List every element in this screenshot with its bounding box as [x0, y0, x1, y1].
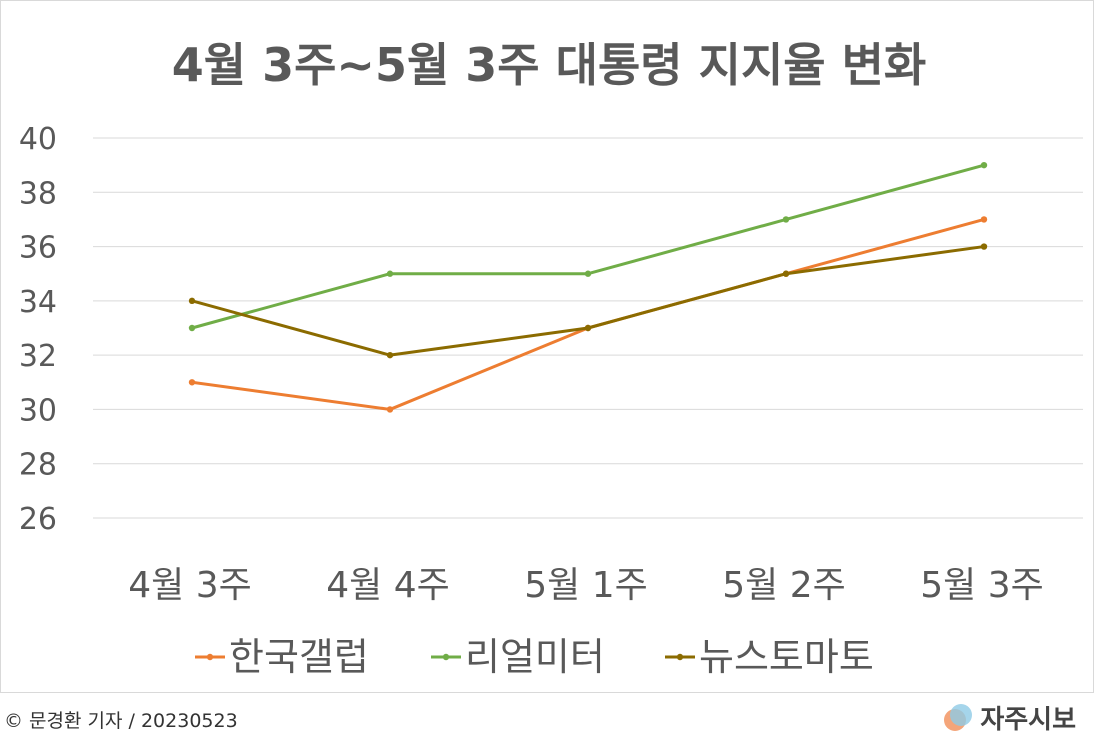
y-tick-label: 28: [19, 448, 57, 483]
legend-marker: [442, 653, 450, 661]
data-point: [980, 243, 988, 250]
x-tick-label: 4월 4주: [326, 565, 450, 606]
legend-marker: [206, 653, 214, 661]
y-tick-label: 30: [19, 393, 57, 428]
credit-text: © 문경환 기자 / 20230523: [4, 710, 238, 732]
legend-label: 뉴스토마토: [699, 635, 874, 679]
logo-text: 자주시보: [980, 704, 1076, 735]
data-point: [782, 270, 790, 277]
series-line: [191, 217, 985, 411]
y-tick-label: 38: [19, 176, 57, 211]
line-chart: 4월 3주~5월 3주 대통령 지지율 변화 2628303234363840 …: [19, 38, 1083, 679]
data-point: [188, 379, 196, 386]
brand-logo: 자주시보: [942, 700, 1076, 735]
gridlines: [93, 137, 1083, 519]
data-point: [980, 161, 988, 169]
legend-label: 리얼미터: [465, 635, 605, 679]
x-tick-label: 5월 3주: [920, 565, 1044, 606]
data-point: [584, 270, 592, 277]
chart-title: 4월 3주~5월 3주 대통령 지지율 변화: [172, 38, 926, 92]
series-lines: [188, 161, 988, 413]
y-axis-ticks: 26 28 30 32 34 36 38 40: [19, 122, 57, 537]
data-point: [980, 216, 988, 223]
logo-mark-icon: [944, 704, 973, 731]
data-point: [188, 297, 196, 305]
y-tick-label: 40: [19, 122, 57, 157]
data-point: [386, 351, 394, 359]
x-axis-ticks: 4월 3주 4월 4주 5월 1주 5월 2주 5월 3주: [128, 565, 1044, 606]
y-tick-label: 32: [19, 339, 57, 374]
legend: 한국갤럽 리얼미터 뉴스토마토: [195, 635, 874, 679]
y-tick-label: 34: [19, 285, 57, 320]
legend-marker: [676, 653, 684, 661]
y-tick-label: 26: [19, 502, 57, 537]
y-tick-label: 36: [19, 231, 57, 266]
x-tick-label: 4월 3주: [128, 565, 252, 606]
chart-frame: 4월 3주~5월 3주 대통령 지지율 변화 26 28 30 32 34 36 38 40 …: [0, 0, 1094, 693]
legend-label: 한국갤럽: [229, 635, 369, 679]
data-point: [386, 406, 394, 413]
x-tick-label: 5월 2주: [722, 565, 846, 606]
data-point: [584, 324, 592, 332]
x-tick-label: 5월 1주: [524, 565, 648, 606]
data-point: [782, 216, 790, 223]
data-point: [188, 324, 196, 332]
data-point: [386, 270, 394, 277]
